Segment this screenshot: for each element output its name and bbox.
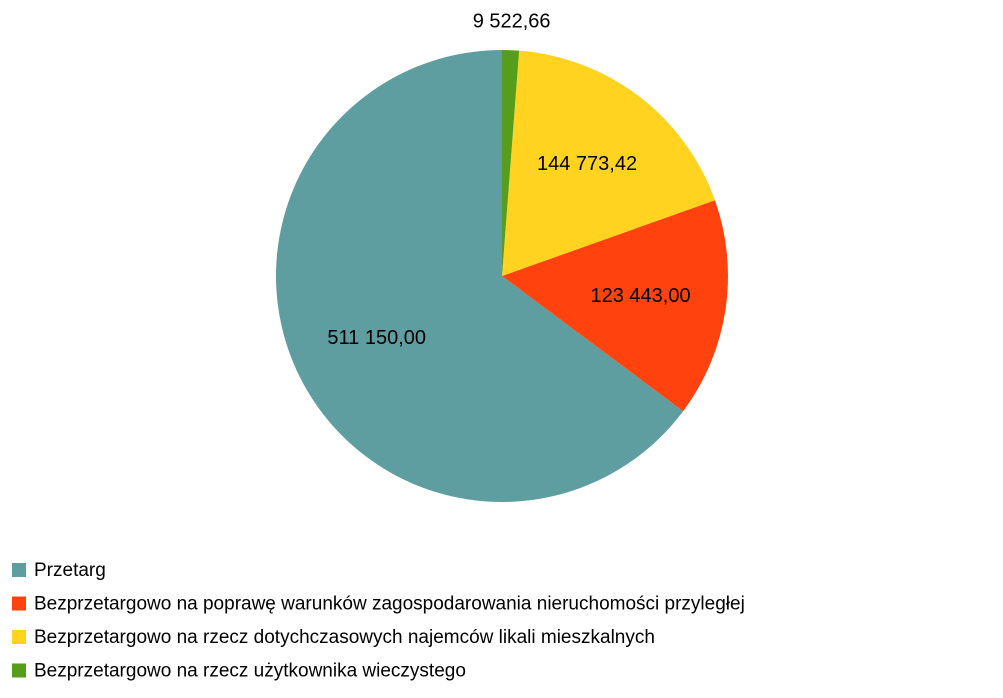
- legend-swatch: [12, 630, 26, 644]
- pie-slice: [502, 50, 715, 276]
- legend: Przetarg Bezprzetargowo na poprawę warunk…: [12, 560, 745, 682]
- legend-label: Bezprzetargowo na rzecz użytkownika wiec…: [34, 661, 466, 682]
- data-label: 511 150,00: [327, 327, 426, 349]
- data-label: 123 443,00: [590, 285, 690, 307]
- legend-label: Bezprzetargowo na rzecz dotychczasowych …: [34, 627, 655, 648]
- legend-label: Bezprzetargowo na poprawę warunków zagos…: [34, 594, 745, 615]
- pie-slice: [502, 50, 520, 276]
- legend-swatch: [12, 563, 26, 577]
- data-label: 9 522,66: [473, 10, 551, 32]
- legend-swatch: [12, 663, 26, 678]
- data-label: 144 773,42: [537, 153, 637, 175]
- legend-label: Przetarg: [34, 560, 106, 581]
- legend-swatch: [12, 596, 26, 611]
- pie-slice: [275, 50, 684, 503]
- pie-slice: [502, 200, 728, 412]
